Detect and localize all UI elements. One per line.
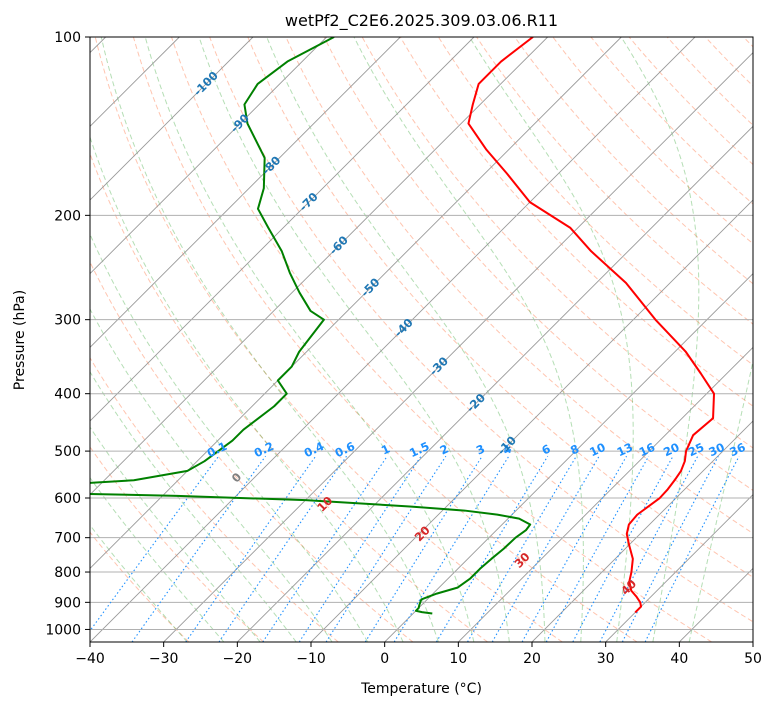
dry-adiabat-line xyxy=(399,37,753,407)
mixing-ratio-label: 16 xyxy=(637,440,657,459)
moist-adiabat-line xyxy=(144,37,475,642)
isotherm-line xyxy=(458,346,753,642)
x-tick-label: −40 xyxy=(75,651,105,667)
mixing-ratio-line xyxy=(644,455,740,642)
isotherm-line xyxy=(310,199,753,642)
moist-adiabat-line xyxy=(100,37,439,642)
isotherm-line xyxy=(90,37,696,642)
dry-adiabat-line xyxy=(94,37,563,642)
axes: −40 −30 −20 −10 0 10 20 30 40 50 1000 900 800 700 600 5… xyxy=(45,30,762,667)
plot-frame xyxy=(89,36,754,643)
mixing-ratio-line xyxy=(393,455,510,642)
mixing-ratio-line xyxy=(467,455,577,642)
x-axis-label: Temperature (°C) xyxy=(360,681,482,697)
dry-adiabat-line xyxy=(132,37,638,642)
isotherm-line xyxy=(90,37,327,275)
isotherm-line xyxy=(237,125,753,642)
y-tick-label: 100 xyxy=(54,30,81,46)
mixing-ratio-line xyxy=(545,455,650,642)
y-tick-label: 800 xyxy=(54,565,81,581)
y-tick-label: 500 xyxy=(54,444,81,460)
mixing-ratio-line xyxy=(521,455,628,642)
x-tick-label: −30 xyxy=(149,651,179,667)
dry-adiabat-line xyxy=(209,37,753,623)
x-tick-label: 10 xyxy=(449,651,467,667)
mixing-ratio-label: 10 xyxy=(587,440,607,459)
mixing-ratio-label: 20 xyxy=(661,440,681,459)
dry-adiabat-line xyxy=(171,37,713,642)
moist-adiabat-line xyxy=(620,37,700,642)
moist-adiabat-line xyxy=(90,476,225,642)
isotherm-line xyxy=(531,420,753,642)
dry-adiabat-line xyxy=(247,37,753,578)
moist-adiabat-line xyxy=(90,426,261,642)
dry-adiabat-line xyxy=(90,446,264,642)
dry-adiabat-line xyxy=(90,531,190,642)
dry-adiabat-line xyxy=(90,152,488,642)
isotherm-line xyxy=(384,273,753,642)
x-tick-label: 40 xyxy=(670,651,688,667)
temperature-profile-line xyxy=(467,37,716,614)
dry-adiabat-line xyxy=(285,37,753,535)
dewpoint-profile-line xyxy=(90,37,532,615)
y-axis-label: Pressure (hPa) xyxy=(12,290,28,390)
y-tick-label: 400 xyxy=(54,387,81,403)
background-lines xyxy=(90,37,753,642)
mixing-ratio-line xyxy=(185,455,317,642)
dry-adiabat-line xyxy=(514,37,753,285)
chart-title: wetPf2_C2E6.2025.309.03.06.R11 xyxy=(285,11,558,31)
y-tick-label: 900 xyxy=(54,595,81,611)
y-tick-label: 600 xyxy=(54,491,81,507)
dry-adiabat-line xyxy=(323,37,753,491)
mixing-ratio-line xyxy=(262,455,388,642)
isotherm-line xyxy=(90,37,548,496)
x-tick-label: 0 xyxy=(380,651,389,667)
dry-adiabat-line xyxy=(90,356,339,642)
moist-adiabat-line xyxy=(353,37,584,642)
x-tick-label: −20 xyxy=(223,651,253,667)
dry-adiabat-line xyxy=(438,37,753,366)
isotherm-line xyxy=(90,37,401,348)
x-tick-label: 50 xyxy=(744,651,762,667)
y-tick-label: 200 xyxy=(54,208,81,224)
isotherm-line xyxy=(605,494,753,642)
moist-adiabat-line xyxy=(90,233,369,642)
x-tick-label: 20 xyxy=(523,651,541,667)
moist-adiabat-line xyxy=(266,37,546,642)
mixing-ratio-line xyxy=(90,455,220,632)
y-tick-label: 700 xyxy=(54,531,81,547)
moist-adiabat-line xyxy=(90,308,333,642)
mixing-ratio-label: 36 xyxy=(727,440,747,459)
mixing-ratio-label: 13 xyxy=(615,440,635,459)
moist-adiabat-line xyxy=(198,37,510,642)
isotherm-line xyxy=(90,37,254,201)
mixing-ratio-label: 30 xyxy=(706,440,726,459)
isotherm-line xyxy=(90,37,622,569)
x-tick-label: 30 xyxy=(597,651,615,667)
moist-adiabat-line xyxy=(688,358,753,642)
isotherm-line xyxy=(90,37,475,422)
y-tick-label: 1000 xyxy=(45,622,81,638)
isotherm-line xyxy=(163,52,753,642)
dry-adiabat-line xyxy=(361,37,753,449)
mixing-ratio-line xyxy=(218,455,347,642)
data-lines xyxy=(90,37,716,615)
mixing-ratio-line xyxy=(435,455,549,642)
moist-adiabat-line xyxy=(90,135,404,642)
y-tick-label: 300 xyxy=(54,313,81,329)
mixing-ratio-label: 25 xyxy=(686,440,706,459)
x-tick-label: −10 xyxy=(296,651,326,667)
